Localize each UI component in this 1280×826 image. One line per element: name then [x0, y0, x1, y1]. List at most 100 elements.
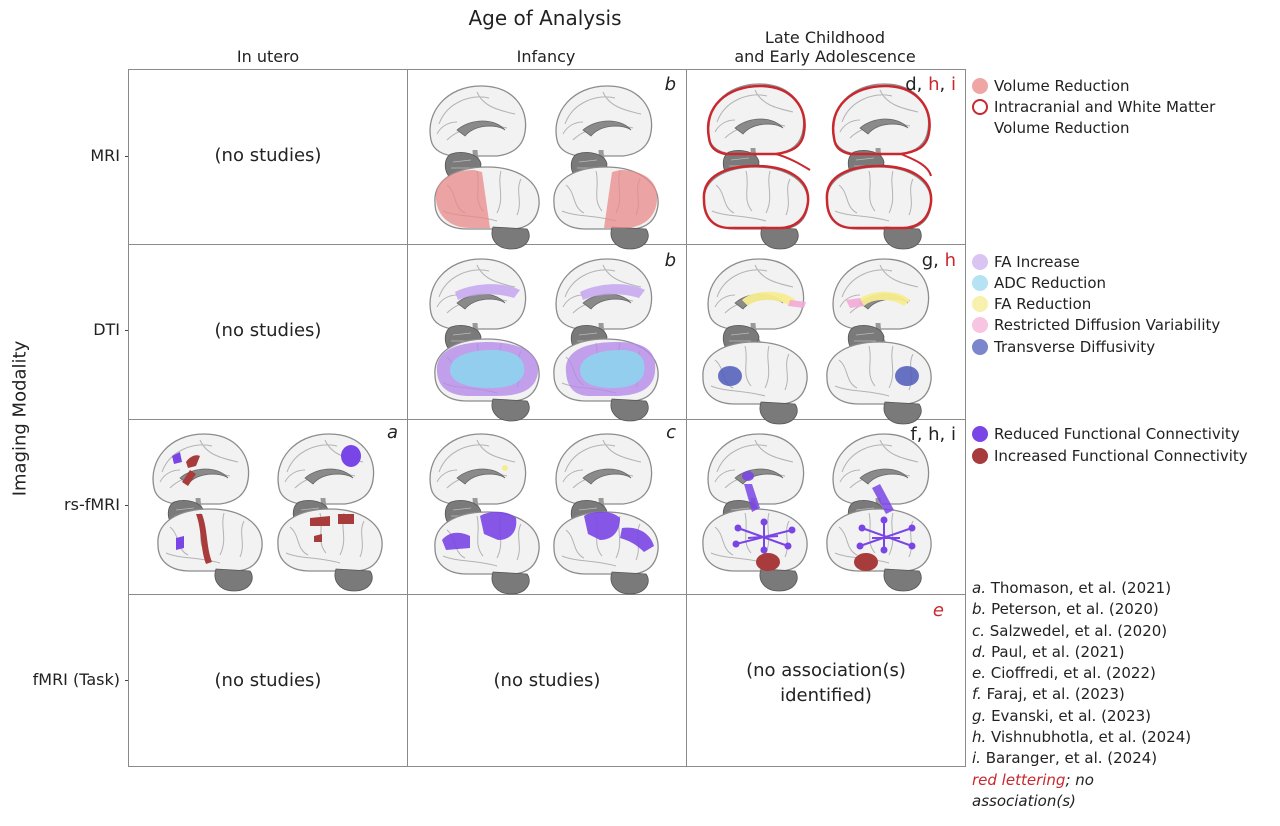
ref-letter-g: g,: [921, 250, 945, 271]
no-studies-dti-utero: (no studies): [214, 320, 322, 341]
column-header-late-childhood: Late Childhood and Early Adolescence: [700, 28, 950, 66]
legend-swatch: [972, 254, 988, 270]
ref-letter-task-late: e: [932, 600, 944, 621]
brain-rs-late: [702, 434, 932, 592]
ref-note-rest: ; no: [1065, 770, 1094, 789]
ref-letters-rs-late: f, h, i: [910, 424, 956, 445]
legend-label: FA Reduction: [994, 295, 1092, 313]
ref-letter: i.: [972, 749, 981, 768]
brain-rs-utero: [153, 434, 383, 592]
legend-volume-reduction: Volume Reduction: [972, 76, 1130, 97]
legend-label: FA Increase: [994, 253, 1080, 271]
column-header-in-utero: In utero: [236, 47, 300, 66]
ref-letter: e.: [972, 664, 986, 683]
legend-label: Reduced Functional Connectivity: [994, 425, 1240, 443]
ref-text: Salzwedel, et al. (2020): [985, 621, 1168, 640]
reference-item: c. Salzwedel, et al. (2020): [972, 621, 1191, 642]
no-association-task-late: (no association(s) identified): [686, 658, 966, 708]
ref-sep: ,: [939, 74, 951, 95]
column-header-late-line1: Late Childhood: [764, 28, 886, 47]
reference-item: h. Vishnubhotla, et al. (2024): [972, 727, 1191, 748]
row-label-rs-fmri: rs-fMRI: [64, 495, 120, 514]
column-header-infancy: Infancy: [516, 47, 576, 66]
legend-fa-reduction: FA Reduction: [972, 294, 1091, 315]
row-label-task-fmri: fMRI (Task): [32, 670, 120, 689]
ref-letter-i-red: i: [950, 74, 956, 95]
ref-text: Cioffredi, et al. (2022): [986, 664, 1156, 683]
ref-letter-rs-infancy: c: [666, 422, 676, 443]
cell-task-infancy: [407, 594, 687, 767]
legend-swatch: [972, 339, 988, 355]
legend-label-line1: Intracranial and White Matter: [994, 98, 1216, 116]
ref-text: Peterson, et al. (2020): [986, 600, 1159, 619]
brain-dti-infancy: [430, 259, 659, 422]
legend-label: Restricted Diffusion Variability: [994, 316, 1221, 334]
legend-restricted-diffusion: Restricted Diffusion Variability: [972, 315, 1220, 336]
legend-increased-fc: Increased Functional Connectivity: [972, 446, 1248, 467]
legend-transverse-diffusivity: Transverse Diffusivity: [972, 337, 1155, 358]
legend-label: ADC Reduction: [994, 274, 1107, 292]
legend-swatch: [972, 296, 988, 312]
reference-item: i. Baranger, et al. (2024): [972, 748, 1191, 769]
no-association-line1: (no association(s): [746, 660, 906, 681]
ref-letter-mri-infancy: b: [664, 74, 676, 95]
reference-item: f. Faraj, et al. (2023): [972, 684, 1191, 705]
reference-item: b. Peterson, et al. (2020): [972, 599, 1191, 620]
legend-swatch: [972, 78, 988, 94]
ref-text: Paul, et al. (2021): [986, 642, 1125, 661]
reference-note-line2: association(s): [972, 791, 1076, 810]
brain-dti-late: [702, 259, 932, 425]
legend-adc-reduction: ADC Reduction: [972, 273, 1106, 294]
legend-swatch-outline: [972, 99, 988, 115]
ref-letter: g.: [972, 706, 987, 725]
brain-rs-infancy: [430, 434, 659, 595]
cell-dti-utero: [128, 244, 408, 420]
ref-letter-d: d,: [905, 74, 929, 95]
ref-letter-rs-utero: a: [386, 422, 398, 443]
legend-swatch: [972, 448, 988, 464]
ref-letters-dti-late: g, h: [856, 250, 956, 271]
legend-swatch: [972, 317, 988, 333]
ref-text: Faraj, et al. (2023): [981, 685, 1125, 704]
legend-reduced-fc: Reduced Functional Connectivity: [972, 424, 1240, 445]
legend-intracranial-volume-reduction: Intracranial and White Matter Volume Red…: [972, 97, 1215, 139]
legend-label: Increased Functional Connectivity: [994, 447, 1248, 465]
brain-mri-infancy: [430, 86, 659, 250]
ref-letters-mri-late: d, h, i: [856, 74, 956, 95]
ref-letter-dti-infancy: b: [664, 250, 676, 271]
figure-title: Age of Analysis: [468, 6, 622, 30]
reference-item: g. Evanski, et al. (2023): [972, 706, 1191, 727]
reference-item: d. Paul, et al. (2021): [972, 642, 1191, 663]
ref-letter: c.: [972, 621, 986, 640]
no-association-line2: identified): [780, 685, 872, 706]
row-label-mri: MRI: [90, 146, 120, 165]
no-studies-mri-utero: (no studies): [214, 145, 322, 166]
column-header-late-line2: and Early Adolescence: [734, 47, 916, 66]
cell-task-late: [686, 594, 966, 767]
ref-letter: f.: [972, 685, 982, 704]
ref-letter: d.: [972, 642, 987, 661]
ref-letter-h-red: h: [944, 250, 956, 271]
ref-text: Vishnubhotla, et al. (2024): [986, 728, 1192, 747]
legend-swatch: [972, 426, 988, 442]
no-studies-task-utero: (no studies): [214, 670, 322, 691]
row-label-dti: DTI: [93, 320, 120, 339]
cell-task-utero: [128, 594, 408, 767]
ref-text: Evanski, et al. (2023): [986, 706, 1151, 725]
ref-letter: b.: [972, 600, 987, 619]
reference-note: red lettering; no: [972, 770, 1191, 791]
no-studies-task-infancy: (no studies): [493, 670, 601, 691]
ref-letter-h-red: h: [928, 74, 940, 95]
ref-note-red: red lettering: [972, 770, 1066, 789]
reference-list: a. Thomason, et al. (2021) b. Peterson, …: [972, 578, 1191, 812]
legend-label-line2: Volume Reduction: [994, 119, 1130, 137]
legend-label: Transverse Diffusivity: [994, 338, 1156, 356]
ref-letter: h.: [972, 728, 987, 747]
ref-text: Baranger, et al. (2024): [980, 749, 1158, 768]
reference-item: a. Thomason, et al. (2021): [972, 578, 1191, 599]
legend-label: Volume Reduction: [994, 77, 1130, 95]
cell-mri-utero: [128, 69, 408, 245]
ref-text: Thomason, et al. (2021): [985, 579, 1172, 597]
legend-label: Intracranial and White Matter Volume Red…: [994, 97, 1215, 139]
